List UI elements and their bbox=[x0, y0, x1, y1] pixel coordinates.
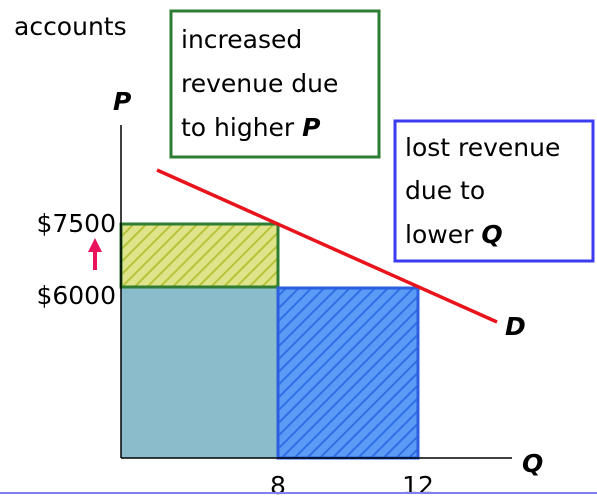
x-axis-label: Q bbox=[522, 449, 543, 478]
box-line: to higher P bbox=[181, 113, 321, 142]
loss-area bbox=[276, 286, 420, 460]
x-tick-label: 8 bbox=[270, 471, 286, 496]
demand-curve bbox=[156, 168, 498, 324]
box-emphasis: Q bbox=[481, 220, 502, 249]
gain-area bbox=[119, 222, 280, 289]
box-line: lower Q bbox=[405, 220, 503, 249]
up-arrow-head bbox=[88, 238, 102, 252]
box-line: revenue due bbox=[181, 69, 338, 98]
box-line-text: lower bbox=[405, 220, 474, 249]
y-axis-label: P bbox=[113, 87, 131, 116]
page-title: accounts bbox=[14, 12, 127, 41]
x-tick-label: 12 bbox=[402, 471, 434, 496]
box-line-text: to higher bbox=[181, 113, 295, 142]
y-tick-label: $7500 bbox=[36, 209, 116, 238]
box-line: due to bbox=[405, 176, 485, 205]
box-emphasis: P bbox=[302, 113, 320, 142]
box-line: increased bbox=[181, 25, 302, 54]
box-frame bbox=[169, 9, 381, 159]
curve-label: D bbox=[505, 312, 526, 341]
box-line: lost revenue bbox=[405, 133, 560, 162]
y-tick-label: $6000 bbox=[36, 281, 116, 310]
box-frame bbox=[393, 119, 595, 263]
revenue-area bbox=[121, 287, 278, 458]
